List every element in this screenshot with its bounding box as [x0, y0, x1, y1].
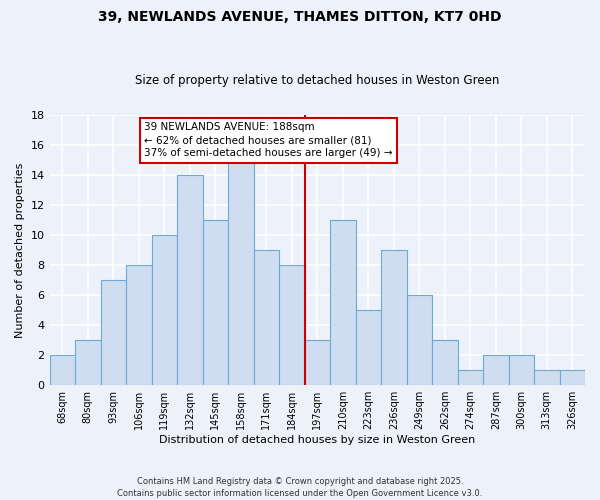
- Bar: [560, 370, 585, 385]
- Bar: [330, 220, 356, 385]
- Bar: [356, 310, 381, 385]
- Text: 39, NEWLANDS AVENUE, THAMES DITTON, KT7 0HD: 39, NEWLANDS AVENUE, THAMES DITTON, KT7 …: [98, 10, 502, 24]
- Y-axis label: Number of detached properties: Number of detached properties: [15, 162, 25, 338]
- Bar: [407, 295, 432, 385]
- Title: Size of property relative to detached houses in Weston Green: Size of property relative to detached ho…: [135, 74, 499, 87]
- Bar: [228, 160, 254, 385]
- Bar: [534, 370, 560, 385]
- Bar: [483, 355, 509, 385]
- Bar: [152, 235, 177, 385]
- Bar: [509, 355, 534, 385]
- Bar: [101, 280, 126, 385]
- Bar: [305, 340, 330, 385]
- Bar: [177, 174, 203, 385]
- Text: Contains HM Land Registry data © Crown copyright and database right 2025.
Contai: Contains HM Land Registry data © Crown c…: [118, 476, 482, 498]
- Bar: [432, 340, 458, 385]
- X-axis label: Distribution of detached houses by size in Weston Green: Distribution of detached houses by size …: [159, 435, 475, 445]
- Bar: [75, 340, 101, 385]
- Bar: [381, 250, 407, 385]
- Text: 39 NEWLANDS AVENUE: 188sqm
← 62% of detached houses are smaller (81)
37% of semi: 39 NEWLANDS AVENUE: 188sqm ← 62% of deta…: [144, 122, 392, 158]
- Bar: [254, 250, 279, 385]
- Bar: [50, 355, 75, 385]
- Bar: [458, 370, 483, 385]
- Bar: [279, 265, 305, 385]
- Bar: [203, 220, 228, 385]
- Bar: [126, 265, 152, 385]
